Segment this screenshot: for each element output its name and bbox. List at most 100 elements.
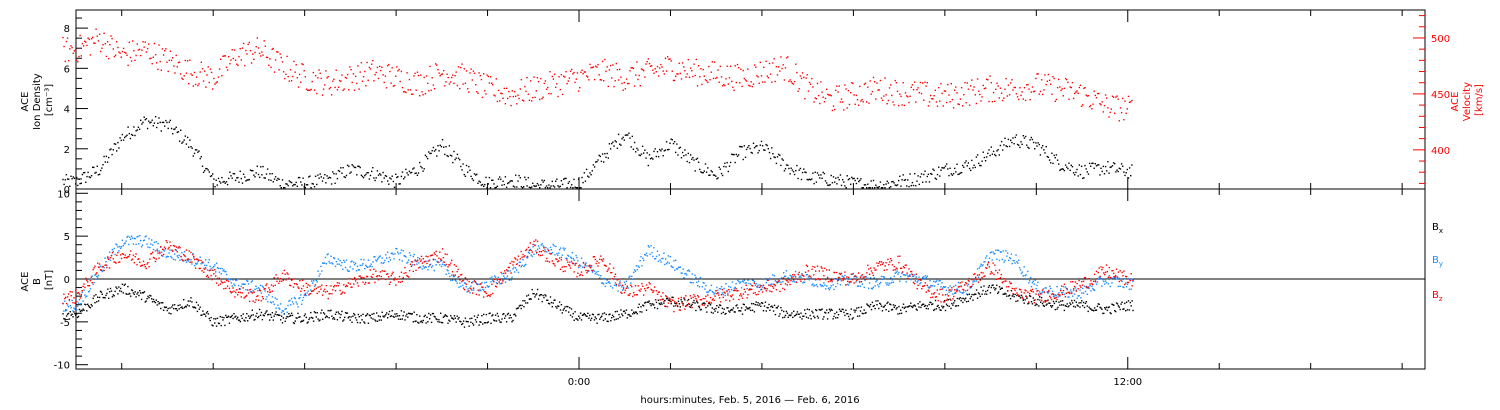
bz-point (500, 271, 502, 274)
by-point (221, 267, 223, 270)
bx-point (1065, 305, 1067, 307)
by-point (309, 293, 311, 295)
density-point (831, 182, 834, 184)
by-point (215, 271, 217, 273)
bx-point (788, 314, 790, 316)
bx-point (932, 303, 934, 305)
velocity-point (603, 80, 605, 82)
bx-point (621, 313, 623, 315)
velocity-point (1123, 119, 1125, 121)
by-point (782, 281, 784, 283)
bx-point (603, 312, 606, 314)
velocity-point (819, 102, 821, 105)
velocity-point (465, 70, 468, 72)
bx-point (597, 313, 599, 316)
bz-point (275, 274, 277, 276)
bz-point (270, 284, 273, 286)
bz-point (365, 275, 368, 278)
by-point (1011, 262, 1013, 265)
velocity-point (753, 64, 756, 66)
velocity-point (1021, 91, 1023, 93)
by-point (125, 240, 127, 242)
density-point (148, 120, 150, 122)
density-point (264, 177, 266, 179)
density-point (500, 178, 502, 180)
velocity-point (460, 66, 462, 69)
density-point (453, 150, 455, 153)
velocity-point (199, 71, 201, 73)
density-point (853, 177, 855, 180)
density-point (69, 185, 71, 187)
density-point (526, 185, 528, 187)
by-point (939, 280, 941, 282)
bx-point (510, 317, 512, 319)
bx-point (429, 314, 432, 316)
bz-point (69, 291, 71, 293)
bx-point (1066, 303, 1068, 305)
density-point (978, 162, 980, 164)
bx-point (773, 304, 776, 307)
bx-point (1006, 295, 1008, 297)
bx-point (228, 322, 231, 324)
bx-point (789, 314, 791, 317)
bx-point (405, 315, 407, 317)
bx-point (976, 297, 979, 299)
by-point (668, 262, 670, 264)
bx-point (191, 301, 193, 303)
bx-point (879, 303, 882, 305)
density-point (391, 175, 393, 177)
density-point (125, 135, 127, 138)
by-point (515, 267, 517, 269)
bz-point (534, 244, 536, 247)
velocity-point (92, 36, 94, 39)
velocity-point (395, 75, 397, 77)
density-point (772, 153, 774, 155)
by-point (225, 270, 227, 273)
by-point (887, 282, 889, 284)
bz-point (440, 258, 442, 260)
velocity-point (979, 93, 981, 96)
by-point (378, 256, 381, 258)
by-point (749, 288, 751, 290)
bx-point (357, 313, 360, 316)
bx-point (522, 300, 524, 302)
by-point (1039, 291, 1041, 293)
velocity-point (956, 92, 958, 94)
velocity-point (1014, 86, 1016, 89)
bz-point (497, 278, 499, 280)
bx-point (86, 310, 88, 312)
density-point (1011, 141, 1013, 144)
by-point (865, 275, 867, 278)
density-point (973, 164, 975, 166)
by-point (957, 281, 960, 284)
by-point (933, 285, 936, 287)
density-point (916, 180, 918, 182)
by-point (372, 261, 374, 263)
velocity-point (863, 83, 866, 86)
bx-point (697, 305, 700, 308)
bz-point (540, 250, 542, 253)
bx-point (1074, 306, 1077, 308)
density-point (675, 151, 677, 154)
bx-point (282, 317, 285, 319)
velocity-point (1130, 101, 1132, 103)
by-point (257, 290, 259, 292)
velocity-point (660, 63, 662, 66)
bx-point (1097, 303, 1099, 305)
bx-point (155, 299, 157, 301)
bx-point (71, 313, 73, 315)
density-point (620, 144, 622, 146)
by-point (1059, 295, 1061, 297)
velocity-point (560, 74, 563, 76)
velocity-point (620, 76, 622, 78)
by-point (246, 279, 248, 282)
bx-point (762, 310, 765, 312)
by-point (838, 276, 841, 279)
density-point (980, 164, 982, 167)
bz-point (629, 293, 631, 295)
density-point (481, 183, 484, 186)
bz-point (506, 270, 509, 272)
bx-point (870, 308, 873, 311)
by-point (530, 254, 532, 256)
velocity-point (314, 75, 317, 77)
